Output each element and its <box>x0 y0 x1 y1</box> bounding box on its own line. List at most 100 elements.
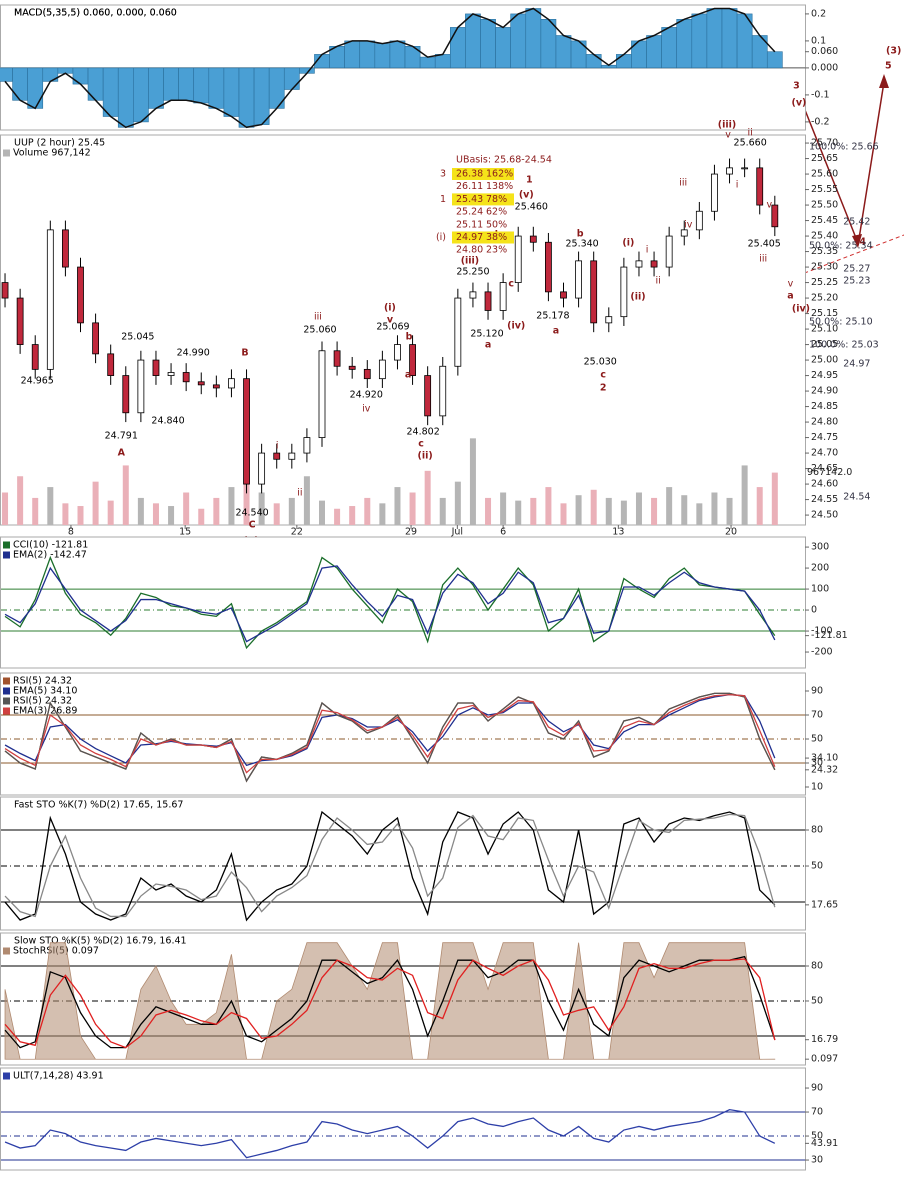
annotation: i <box>646 245 649 256</box>
histogram-bar <box>148 67 164 109</box>
annotation: 25.23 <box>843 276 870 287</box>
histogram-bar <box>616 54 632 69</box>
y-tick-label: -200 <box>811 647 833 658</box>
projection-arrow <box>804 109 857 239</box>
volume-bar <box>439 497 446 525</box>
histogram-bar <box>766 51 783 69</box>
volume-bar <box>454 481 461 525</box>
volume-bar <box>258 492 265 525</box>
candle-body <box>756 167 764 206</box>
histogram-bar <box>72 67 89 85</box>
histogram-bar <box>163 67 179 101</box>
candle-body <box>680 229 688 237</box>
ubasis-label: 3 <box>440 169 446 180</box>
volume-bar <box>515 500 522 525</box>
candle-body <box>635 260 643 268</box>
y-tick-label: -0.2 <box>811 116 830 127</box>
indicator-line <box>4 565 776 643</box>
y-tick-label: 24.50 <box>811 510 838 521</box>
annotation: b <box>577 229 584 240</box>
volume-bar <box>62 503 69 525</box>
y-tick-label: 25.35 <box>811 246 838 257</box>
y-tick-label: 90 <box>811 1083 823 1094</box>
x-tick-label: 8 <box>68 527 74 538</box>
candle-body <box>92 322 99 355</box>
ubasis-title: UBasis: 25.68-24.54 <box>456 155 552 166</box>
volume-bar <box>394 487 401 525</box>
ubasis-pct: 78% <box>486 194 507 205</box>
annotation: a <box>553 325 559 336</box>
y-tick-label: 25.50 <box>811 200 838 211</box>
y-tick-label: 24.85 <box>811 401 838 412</box>
legend-label: CCI(10) -121.81 <box>13 540 88 551</box>
panel-title: Slow STO %K(5) %D(2) 16.79, 16.41 <box>14 936 187 947</box>
volume-bar <box>334 508 341 525</box>
histogram-bar <box>465 13 481 69</box>
legend-swatch <box>3 541 10 549</box>
legend-swatch <box>3 697 10 705</box>
volume-bar <box>228 487 235 525</box>
annotation: (iv) <box>792 303 810 314</box>
ubasis-price: 24.97 <box>456 232 483 243</box>
y-tick-label: 25.00 <box>811 355 838 366</box>
annotation: 25.120 <box>470 329 503 340</box>
annotation: 50.0%: 25.10 <box>809 316 873 327</box>
y-tick-label: 50 <box>811 1131 823 1142</box>
volume-bar <box>681 495 688 525</box>
candle-body <box>514 235 522 283</box>
ubasis-pct: 62% <box>486 207 507 218</box>
y-tick-label: 24.32 <box>811 764 838 775</box>
annotation: c <box>418 439 424 450</box>
annotation: 24.540 <box>235 508 268 519</box>
histogram-bar <box>133 67 149 123</box>
histogram-bar <box>495 27 511 69</box>
ubasis-label: (i) <box>436 232 446 243</box>
candle-body <box>695 210 703 231</box>
annotation: 24.791 <box>105 431 138 442</box>
annotation: a <box>405 369 411 380</box>
y-tick-label: 90 <box>811 685 823 696</box>
annotation: ii <box>655 276 660 287</box>
histogram-bar <box>283 67 300 90</box>
histogram-bar <box>540 19 557 69</box>
x-tick-label: 29 <box>405 527 417 538</box>
annotation: (i) <box>384 302 396 313</box>
candle-body <box>303 437 311 454</box>
panel-frame <box>0 796 806 931</box>
candle-body <box>620 266 628 318</box>
annotation: (iii) <box>461 256 479 267</box>
volume-bar <box>741 465 748 525</box>
annotation: 24.965 <box>21 376 54 387</box>
legend-swatch <box>3 687 10 695</box>
candle-body <box>122 375 130 414</box>
histogram-bar <box>646 35 662 69</box>
candle-body <box>1 282 9 299</box>
indicator-line <box>4 1108 776 1159</box>
histogram-bar <box>555 35 572 69</box>
y-tick-label: 300 <box>811 542 829 553</box>
candle-body <box>605 316 613 324</box>
y-tick-label: 70 <box>811 709 823 720</box>
candle-body <box>62 229 69 268</box>
y-tick-label: -0.1 <box>811 89 830 100</box>
panel-frame <box>0 1067 806 1171</box>
annotation: 4 <box>859 236 866 247</box>
annotation: 100.0%: 25.03 <box>809 340 879 351</box>
candle-body <box>363 368 371 380</box>
candle-body <box>590 260 598 324</box>
legend-label: EMA(5) 34.10 <box>13 686 77 697</box>
candle-body <box>424 375 432 417</box>
volume-bar <box>666 487 673 525</box>
y-tick-label: 24.80 <box>811 417 838 428</box>
candle-body <box>46 229 54 370</box>
candle-body <box>333 350 341 367</box>
volume-bar <box>409 492 416 525</box>
annotation: v <box>766 200 772 211</box>
candle-body <box>288 452 296 460</box>
panel: 25.70 25.65 25.60 25.55 25.50 25.45 25.40 25.35… <box>0 45 901 547</box>
annotation: (v) <box>519 190 534 201</box>
annotation: (ii) <box>630 292 645 303</box>
annotation: v <box>788 279 794 290</box>
annotation: (ii) <box>418 451 433 462</box>
annotation: (iii) <box>718 120 736 131</box>
